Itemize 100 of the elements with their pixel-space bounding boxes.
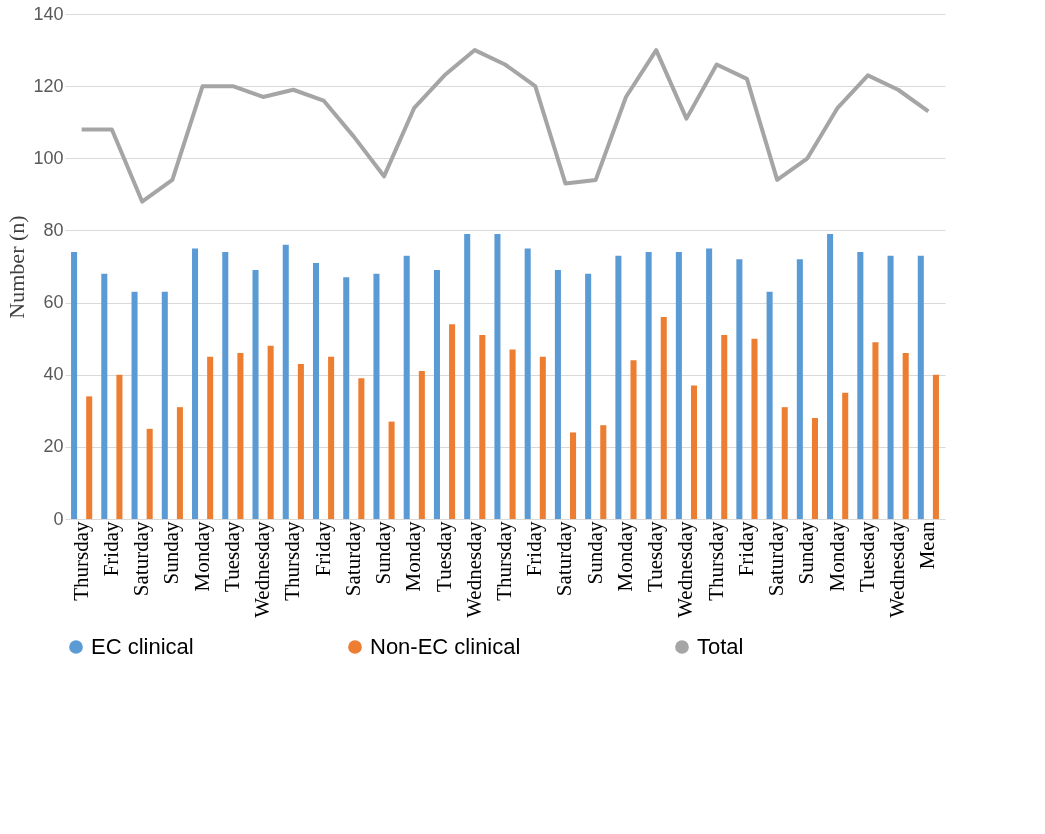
x-tick-label: Friday (310, 521, 335, 577)
x-tick-label: Saturday (764, 521, 789, 597)
bar (796, 259, 803, 519)
x-tick-label: Sunday (582, 521, 607, 585)
bar (721, 335, 728, 519)
x-tick-label: Wednesday (673, 521, 698, 618)
bar (872, 342, 879, 519)
bar (373, 273, 380, 519)
bar (131, 291, 138, 519)
x-tick-label: Tuesday (643, 521, 668, 592)
bar (479, 335, 486, 519)
bar (706, 248, 713, 519)
bar (857, 252, 864, 519)
bar (811, 418, 818, 519)
x-tick-label: Sunday (159, 521, 184, 585)
bar (766, 291, 773, 519)
x-tick-label: Tuesday (854, 521, 879, 592)
bar (917, 255, 924, 519)
x-tick-label: Friday (522, 521, 547, 577)
bar (524, 248, 531, 519)
bar (932, 374, 939, 519)
x-tick-label: Wednesday (885, 521, 910, 618)
x-tick-label: Thursday (68, 521, 93, 601)
bar (539, 356, 546, 519)
bar (449, 324, 456, 519)
x-tick-label: Thursday (280, 521, 305, 601)
legend-label: Total (697, 634, 744, 659)
line-series (79, 48, 931, 204)
bar (161, 291, 168, 519)
bar (675, 252, 682, 519)
x-tick-label: Monday (401, 521, 426, 592)
bar (101, 273, 108, 519)
y-axis-title: Number (n) (4, 215, 30, 319)
bar (388, 421, 395, 519)
bar (418, 371, 425, 519)
y-tick-label: 20 (43, 436, 64, 457)
bar (902, 353, 909, 519)
legend-label: Non-EC clinical (370, 634, 521, 659)
bar (282, 244, 289, 519)
bar (176, 407, 183, 519)
x-tick-label: Monday (189, 521, 214, 592)
y-tick-label: 100 (33, 147, 64, 168)
legend-label: EC clinical (91, 634, 194, 659)
bar (146, 428, 153, 519)
bar (751, 338, 758, 519)
y-tick-label: 60 (43, 292, 64, 313)
bar (207, 356, 214, 519)
x-tick-label: Wednesday (250, 521, 275, 618)
bar (781, 407, 788, 519)
bar (645, 252, 652, 519)
bar (116, 374, 123, 519)
bar (312, 262, 320, 519)
y-tick-label: 120 (33, 75, 64, 96)
x-tick-label: Friday (98, 521, 123, 577)
y-tick-label: 80 (43, 219, 64, 240)
x-tick-label: Mean (915, 521, 940, 570)
x-tick-label: Friday (733, 521, 758, 577)
bar (842, 392, 849, 519)
bar (297, 363, 304, 519)
bar (690, 385, 698, 519)
bar (328, 356, 335, 519)
x-tick-label: Tuesday (431, 521, 456, 592)
bar (615, 255, 622, 519)
x-tick-label: Thursday (492, 521, 516, 601)
y-tick-label: 40 (43, 364, 64, 385)
bar (252, 270, 259, 519)
bar (343, 277, 350, 519)
bar (660, 317, 667, 519)
bar (237, 353, 244, 519)
x-tick-label: Saturday (552, 521, 577, 597)
bar (433, 270, 440, 519)
bar (585, 273, 592, 519)
x-tick-label: Monday (824, 521, 849, 592)
bar (887, 255, 894, 519)
bar (86, 396, 93, 519)
bar (464, 234, 471, 519)
bar (267, 345, 274, 519)
x-tick-label: Sunday (794, 521, 819, 585)
bar (509, 349, 516, 519)
bar (358, 378, 365, 519)
bar (600, 425, 607, 519)
bar (222, 252, 229, 519)
x-tick-label: Thursday (703, 521, 728, 601)
bar (827, 234, 834, 519)
bar (403, 255, 410, 519)
y-tick-label: 140 (33, 3, 64, 24)
x-tick-label: Monday (612, 521, 637, 592)
x-tick-label: Saturday (129, 521, 154, 597)
bar (554, 270, 561, 519)
y-tick-label: 0 (53, 508, 64, 529)
bar (192, 248, 199, 519)
bar (570, 432, 577, 519)
x-tick-label: Wednesday (461, 521, 486, 618)
x-tick-label: Tuesday (219, 521, 244, 592)
bar (494, 234, 501, 519)
bar (71, 252, 78, 519)
bar (630, 360, 637, 519)
x-tick-label: Sunday (371, 521, 396, 585)
x-tick-label: Saturday (340, 521, 365, 597)
bar (736, 259, 743, 519)
